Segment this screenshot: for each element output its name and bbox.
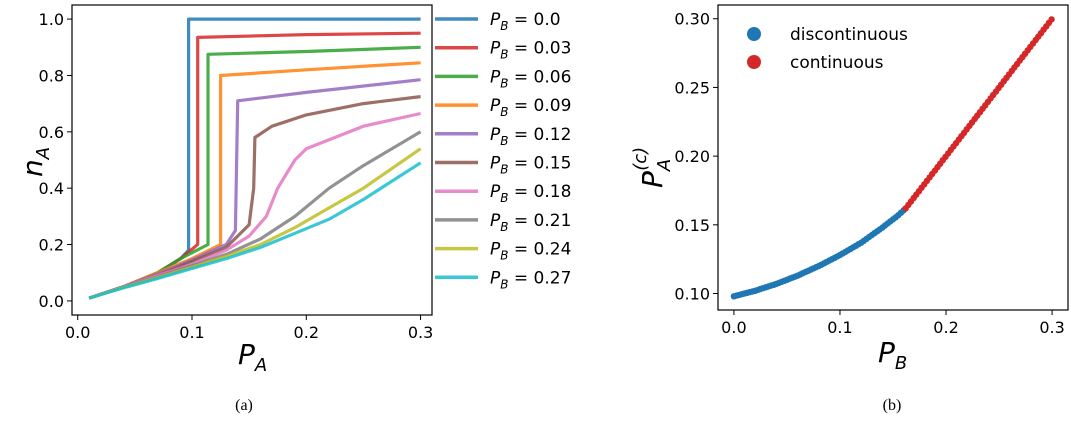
panel-b-legend: discontinuous continuous [747, 25, 908, 73]
panel-a-caption: (a) [235, 397, 253, 414]
y-tick-label: 0.15 [674, 216, 710, 235]
series-line-5 [89, 97, 421, 299]
x-tick-label: 0.2 [933, 318, 958, 337]
panel-b-chart: 0.0 0.1 0.2 0.3 0.10 0.15 0.20 0.25 0.30 PB PA(… [630, 5, 1068, 414]
y-tick-label: 0.8 [39, 66, 64, 85]
panel-b-y-axis-label: PA(c) [630, 147, 675, 188]
legend-label-3: PB = 0.09 [490, 96, 571, 119]
y-tick-label: 0.25 [674, 78, 710, 97]
y-tick-label: 0.4 [39, 179, 64, 198]
legend-label-4: PB = 0.12 [490, 125, 571, 148]
y-tick-label: 1.0 [39, 10, 64, 29]
legend-label-7: PB = 0.21 [490, 211, 571, 234]
scatter-point-continuous [1048, 16, 1054, 22]
legend-label-9: PB = 0.27 [490, 268, 571, 291]
x-tick-label: 0.1 [827, 318, 852, 337]
y-tick-label: 0.20 [674, 147, 710, 166]
legend-label-continuous: continuous [790, 53, 884, 73]
y-tick-label: 0.6 [39, 123, 64, 142]
legend-label-0: PB = 0.0 [490, 10, 561, 33]
legend-label-discontinuous: discontinuous [790, 25, 908, 45]
panel-a-series-lines [89, 19, 421, 298]
x-tick-label: 0.3 [1039, 318, 1064, 337]
panel-b-caption: (b) [883, 397, 902, 414]
x-tick-label: 0.3 [408, 323, 433, 342]
legend-label-6: PB = 0.18 [490, 182, 571, 205]
legend-label-2: PB = 0.06 [490, 67, 571, 90]
panel-b-y-ticks: 0.10 0.15 0.20 0.25 0.30 [674, 10, 718, 304]
panel-a-chart: 0.0 0.1 0.2 0.3 0.0 0.2 0.4 0.6 0.8 1.0 PA nA PB… [16, 5, 571, 414]
y-tick-label: 0.2 [39, 236, 64, 255]
panel-a-y-axis-label: nA [16, 147, 54, 177]
panel-b-axes-frame [718, 5, 1068, 310]
x-tick-label: 0.0 [65, 323, 90, 342]
y-tick-label: 0.10 [674, 285, 710, 304]
x-tick-label: 0.2 [294, 323, 319, 342]
legend-marker-discontinuous [747, 27, 761, 41]
legend-label-8: PB = 0.24 [490, 240, 571, 263]
panel-a-x-axis-label: PA [238, 338, 267, 376]
y-tick-label: 0.30 [674, 10, 710, 29]
legend-marker-continuous [747, 55, 761, 69]
x-tick-label: 0.1 [179, 323, 204, 342]
panel-a-legend: PB = 0.0 PB = 0.03 PB = 0.06 PB = 0.09 PB = … [435, 10, 571, 291]
panel-b-scatter-points [731, 16, 1055, 299]
y-tick-label: 0.0 [39, 292, 64, 311]
legend-label-1: PB = 0.03 [490, 39, 571, 62]
legend-label-5: PB = 0.15 [490, 154, 571, 177]
panel-b-x-axis-label: PB [878, 336, 907, 374]
panel-b-x-ticks: 0.0 0.1 0.2 0.3 [721, 310, 1065, 337]
x-tick-label: 0.0 [721, 318, 746, 337]
